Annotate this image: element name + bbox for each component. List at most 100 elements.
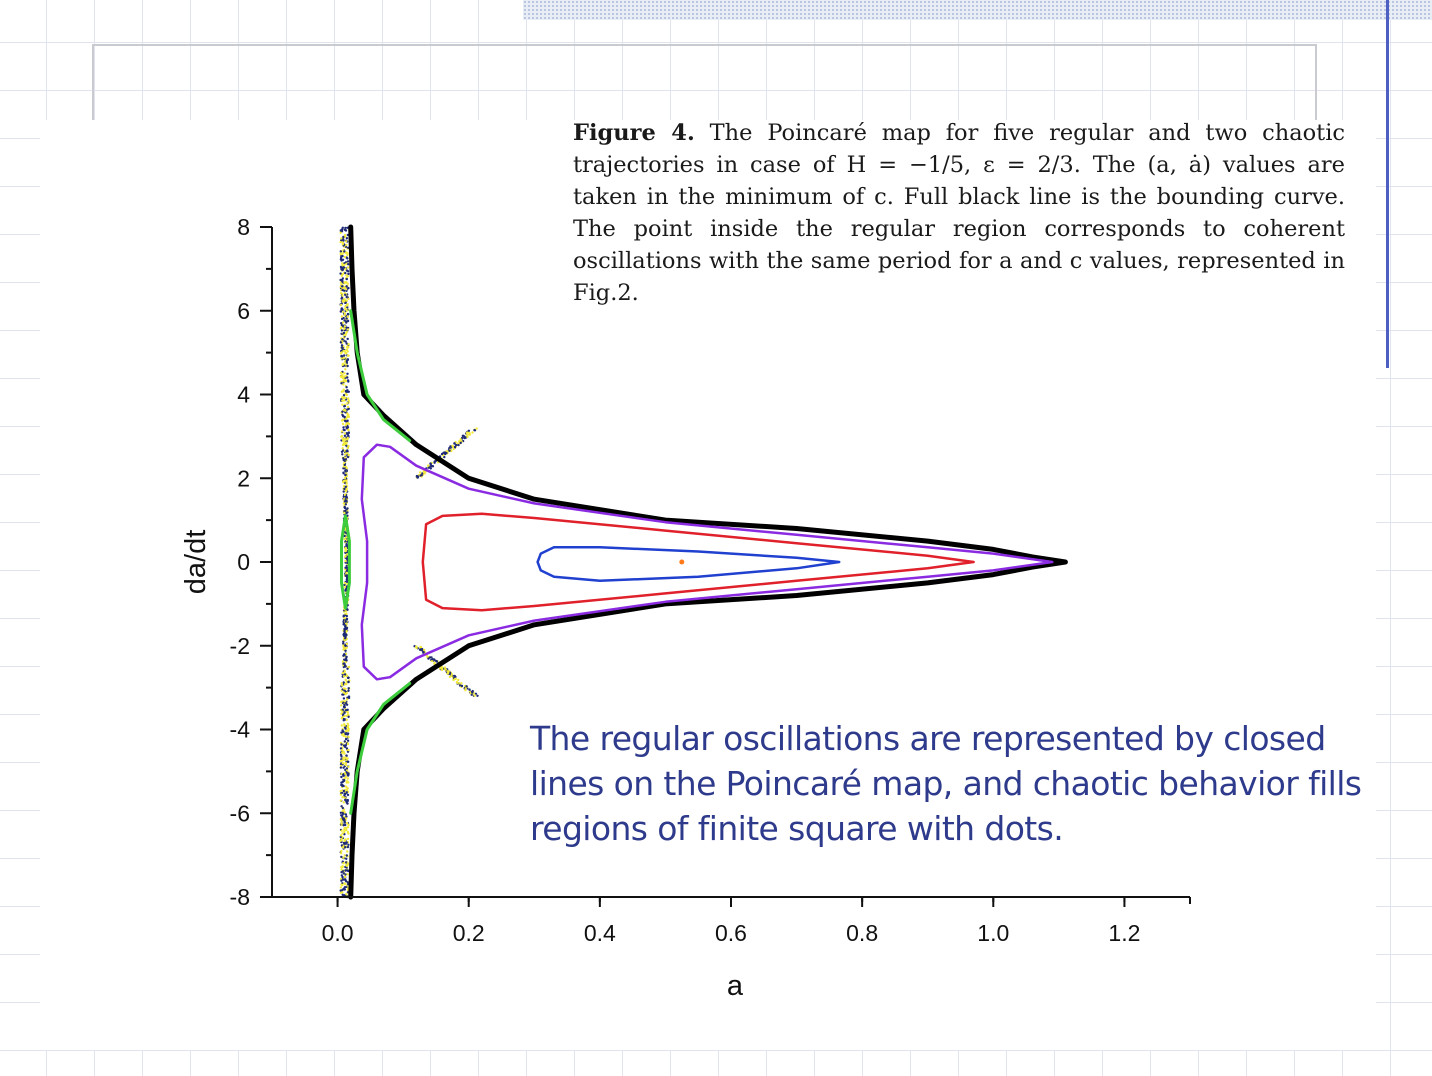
chaos-dot xyxy=(344,730,348,733)
chaos-dot xyxy=(343,349,346,353)
chaos-dot xyxy=(345,386,348,389)
chaos-dot xyxy=(420,474,423,477)
chaos-dot xyxy=(341,453,344,456)
chaos-dot xyxy=(342,812,345,815)
chaos-dot xyxy=(344,456,347,459)
chaos-dot xyxy=(450,674,453,677)
chaos-dot xyxy=(345,791,348,794)
chaos-dot xyxy=(415,646,418,650)
chaos-dot xyxy=(344,559,347,563)
chaos-dot xyxy=(343,665,347,668)
chaos-dot xyxy=(345,466,348,470)
chaos-dot xyxy=(343,854,346,857)
chaos-dot xyxy=(341,751,344,754)
chaos-dot xyxy=(343,740,346,743)
chaos-dot xyxy=(346,802,349,805)
chaos-dot xyxy=(343,875,347,879)
x-axis-title: a xyxy=(727,970,744,1002)
chaos-dot xyxy=(339,790,342,793)
chaos-dot xyxy=(346,274,349,278)
chaos-dot xyxy=(345,285,348,288)
chaos-dot xyxy=(343,372,346,375)
chaos-dot xyxy=(347,407,350,410)
chaos-dot xyxy=(339,889,342,892)
chaos-dot xyxy=(342,331,346,335)
chaos-dot xyxy=(460,684,464,688)
chaos-dot xyxy=(341,268,344,272)
chaos-dot xyxy=(342,394,346,397)
chaos-dot xyxy=(340,450,344,453)
chaos-dot xyxy=(346,257,349,260)
chaos-dot xyxy=(345,614,348,618)
chaos-dot xyxy=(346,328,350,331)
chaos-dot xyxy=(343,581,347,585)
chaos-dot xyxy=(343,505,346,509)
chaos-dot xyxy=(341,285,344,288)
chaos-dot xyxy=(346,364,349,368)
chaos-dot xyxy=(347,428,350,432)
chaos-dot xyxy=(340,829,343,832)
chaos-dot xyxy=(342,713,345,716)
y-tick-label: -4 xyxy=(230,717,251,743)
chaos-dot xyxy=(346,787,349,790)
chaos-dot xyxy=(344,785,348,788)
chaos-dot xyxy=(339,272,342,275)
chaos-dot xyxy=(345,500,348,503)
chaos-dot xyxy=(422,650,425,654)
chaos-dot xyxy=(339,250,342,253)
chaos-dot xyxy=(453,442,456,445)
chaos-dot xyxy=(341,762,345,765)
chaos-dot xyxy=(346,358,350,361)
chaos-dot xyxy=(346,319,350,323)
chaos-dot xyxy=(342,872,345,875)
chaos-dot xyxy=(342,653,346,656)
chaos-dot xyxy=(343,443,346,446)
chaos-dot xyxy=(342,808,346,811)
chaos-dot xyxy=(347,729,350,732)
chaos-dot xyxy=(342,681,345,684)
figure-caption-text: The Poincaré map for five regular and tw… xyxy=(573,120,1346,306)
chaos-dot xyxy=(343,434,347,437)
chaos-dot xyxy=(345,389,348,392)
chaos-dot xyxy=(341,396,345,399)
x-tick-label: 0.2 xyxy=(453,920,485,946)
chaos-dot xyxy=(344,589,347,592)
content-panel xyxy=(40,120,1376,1050)
chaos-dot xyxy=(452,447,455,451)
chaos-dot xyxy=(346,233,349,237)
chaos-dot xyxy=(344,320,348,323)
chaos-dot xyxy=(346,845,350,849)
chaos-dot xyxy=(345,450,348,453)
chaos-dot xyxy=(341,346,344,350)
chaos-dot xyxy=(345,304,349,307)
chaos-dot xyxy=(339,763,343,766)
chaos-dot xyxy=(340,717,343,720)
chaos-dot xyxy=(448,671,452,675)
chaos-dot xyxy=(347,715,350,718)
chaos-dot xyxy=(346,777,349,780)
chaos-dot xyxy=(340,805,343,808)
chaos-dot xyxy=(449,445,452,448)
chaos-dot xyxy=(475,427,478,430)
chaos-dot xyxy=(342,502,346,505)
chaos-dot xyxy=(346,422,350,425)
chaos-dot xyxy=(451,445,455,448)
chaos-dot xyxy=(340,724,343,727)
chaos-dot xyxy=(476,694,479,697)
chaos-dot xyxy=(346,553,349,556)
chaos-dot xyxy=(343,830,346,834)
chaos-dot xyxy=(339,877,343,881)
chaos-dot xyxy=(340,838,343,842)
chaos-dot xyxy=(427,464,430,467)
frame-line-left xyxy=(92,44,94,120)
chaos-dot xyxy=(438,667,442,670)
chaos-dot xyxy=(342,428,345,431)
chaos-dot xyxy=(343,821,346,824)
chaos-dot xyxy=(347,263,350,266)
chaos-dot xyxy=(419,646,422,649)
chaos-dot xyxy=(341,660,345,663)
chaos-dot xyxy=(339,327,343,330)
chaos-dot xyxy=(346,226,349,229)
chaos-dot xyxy=(345,243,348,247)
chaos-dot xyxy=(343,673,347,676)
